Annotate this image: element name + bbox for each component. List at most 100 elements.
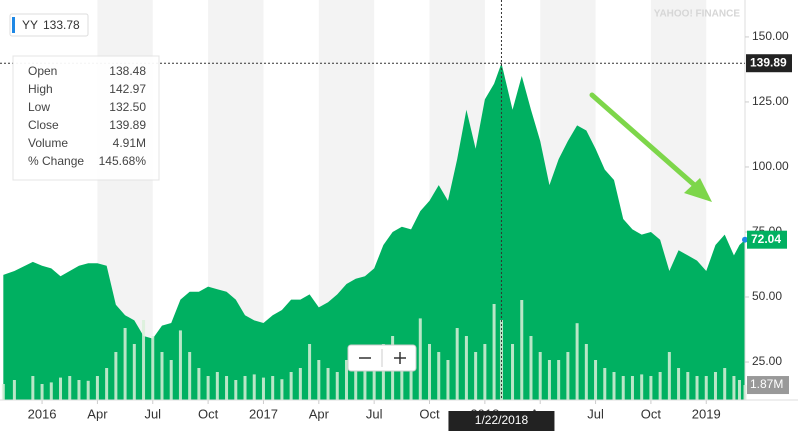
volume-bar bbox=[142, 320, 146, 400]
volume-bar bbox=[197, 368, 201, 400]
tooltip-label: Volume bbox=[28, 136, 68, 150]
crosshair-price: 139.89 bbox=[750, 55, 787, 69]
volume-bar bbox=[418, 318, 422, 400]
volume-bar bbox=[271, 376, 275, 400]
volume-bar bbox=[243, 376, 247, 400]
ticker-price: 133.78 bbox=[43, 18, 80, 32]
volume-bar bbox=[160, 352, 164, 400]
volume-bar bbox=[594, 360, 598, 400]
tooltip-label: Close bbox=[28, 118, 59, 132]
volume-bar bbox=[529, 336, 533, 400]
volume-bar bbox=[151, 336, 155, 400]
volume-bar bbox=[77, 380, 81, 400]
volume-bar bbox=[1, 384, 5, 400]
volume-bar bbox=[737, 380, 741, 400]
volume-bar bbox=[68, 376, 72, 400]
tooltip-label: Open bbox=[28, 64, 57, 78]
crosshair-price-tag bbox=[746, 54, 792, 73]
y-tick-label: 125.00 bbox=[752, 94, 789, 108]
volume-bar bbox=[95, 376, 99, 400]
volume-bar bbox=[49, 382, 53, 400]
volume-bar bbox=[86, 380, 90, 400]
volume-bar bbox=[335, 372, 339, 400]
volume-bar bbox=[575, 323, 579, 400]
volume-bar bbox=[677, 368, 681, 400]
volume-bar bbox=[630, 376, 634, 400]
volume-bar bbox=[372, 368, 376, 400]
volume-bar bbox=[280, 379, 284, 400]
volume-bar bbox=[695, 376, 699, 400]
volume-bar bbox=[621, 376, 625, 400]
tooltip-value: 138.48 bbox=[109, 64, 146, 78]
y-tick-label: 150.00 bbox=[752, 29, 789, 43]
ticker-frame bbox=[9, 13, 89, 37]
volume-bar bbox=[584, 344, 588, 400]
volume-bar bbox=[612, 372, 616, 400]
volume-bar bbox=[640, 374, 644, 400]
volume-bar bbox=[649, 376, 653, 400]
volume-bar bbox=[437, 352, 441, 400]
ticker-symbol: YY bbox=[22, 18, 38, 32]
volume-bar bbox=[344, 360, 348, 400]
volume-bar bbox=[178, 330, 182, 400]
volume-bar bbox=[59, 377, 63, 400]
x-tick-label: Jul bbox=[144, 406, 161, 421]
tooltip-value: 4.91M bbox=[113, 136, 146, 150]
volume-bar bbox=[400, 352, 404, 400]
volume-bar bbox=[446, 360, 450, 400]
volume-bar bbox=[225, 376, 229, 400]
volume-bar bbox=[686, 372, 690, 400]
volume-tag-label: 1.87M bbox=[750, 377, 783, 391]
volume-bar bbox=[31, 376, 35, 400]
volume-bar bbox=[566, 352, 570, 400]
tooltip-value: 139.89 bbox=[109, 118, 146, 132]
volume-bar bbox=[326, 368, 330, 400]
crosshair-date-tag bbox=[448, 411, 555, 431]
volume-bar bbox=[169, 360, 173, 400]
volume-bar bbox=[713, 372, 717, 400]
x-tick-label: Apr bbox=[87, 406, 108, 421]
volume-bar bbox=[492, 304, 496, 400]
tooltip-label: % Change bbox=[28, 154, 84, 168]
volume-bar bbox=[317, 360, 321, 400]
tooltip-box bbox=[12, 55, 160, 181]
x-tick-label: Oct bbox=[641, 406, 662, 421]
tooltip-label: Low bbox=[28, 100, 50, 114]
volume-bar bbox=[538, 352, 542, 400]
last-price: 72.04 bbox=[751, 232, 781, 246]
volume-bar bbox=[732, 376, 736, 400]
ticker-box: YY 133.78 bbox=[9, 13, 89, 37]
y-tick-label: 100.00 bbox=[752, 159, 789, 173]
x-tick-label: Jul bbox=[366, 406, 383, 421]
tooltip-label: High bbox=[28, 82, 53, 96]
volume-bar bbox=[723, 368, 727, 400]
volume-bar bbox=[428, 344, 432, 400]
volume-bar bbox=[123, 328, 127, 400]
volume-bar bbox=[363, 360, 367, 400]
overlay: 2016AprJulOct2017AprJulOct2018AprJulOct2… bbox=[0, 0, 792, 431]
volume-bar bbox=[252, 374, 256, 400]
x-tick-label: Oct bbox=[419, 406, 440, 421]
plot bbox=[1, 63, 747, 400]
volume-bar bbox=[298, 368, 302, 400]
y-tick-label: 50.00 bbox=[752, 289, 782, 303]
x-tick-label: 2017 bbox=[249, 406, 278, 421]
volume-bar bbox=[658, 372, 662, 400]
volume-bar bbox=[474, 352, 478, 400]
volume-bar bbox=[114, 352, 118, 400]
volume-bar bbox=[261, 377, 265, 400]
volume-bar bbox=[455, 328, 459, 400]
volume-bar bbox=[704, 376, 708, 400]
volume-bar bbox=[12, 380, 16, 400]
watermark: YAHOO! FINANCE bbox=[654, 9, 741, 20]
volume-bar bbox=[40, 384, 44, 400]
crosshair-date: 1/22/2018 bbox=[475, 413, 529, 427]
last-price-tag bbox=[747, 230, 787, 249]
volume-tag bbox=[747, 376, 789, 395]
arrow-shaft bbox=[589, 92, 703, 193]
y-tick-label: 25.00 bbox=[752, 354, 782, 368]
volume-bar bbox=[381, 344, 385, 400]
volume-bar bbox=[132, 344, 136, 400]
volume-bar bbox=[511, 344, 515, 400]
ticker-color bbox=[12, 17, 15, 33]
